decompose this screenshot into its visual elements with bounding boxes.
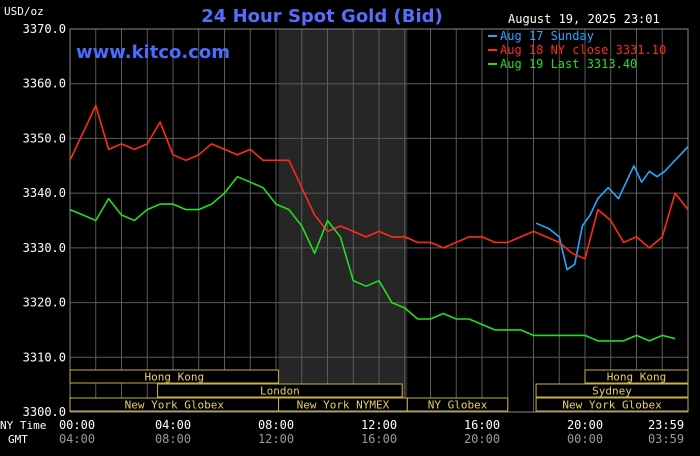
price-series <box>69 104 689 342</box>
y-axis: 3300.0 3310.0 3320.0 3330.0 3340.0 3350.0 3360… <box>23 22 66 419</box>
chart-title: 24 Hour Spot Gold (Bid) <box>201 6 442 27</box>
legend-item-aug19: Aug 19 Last 3313.40 <box>500 57 637 71</box>
session-label: NY Globex <box>428 399 488 412</box>
gmt-time-tick: 03:59 <box>648 432 684 446</box>
session-label: Sydney <box>592 385 632 398</box>
gmt-time-tick: 16:00 <box>361 432 397 446</box>
y-tick-label: 3300.0 <box>23 405 66 419</box>
session-label: Hong Kong <box>607 371 667 384</box>
ny-time-label: NY Time <box>0 419 46 432</box>
session-label: New York Globex <box>125 399 225 412</box>
y-tick-label: 3360.0 <box>23 77 66 91</box>
nymex-shaded-region <box>278 29 408 412</box>
y-tick-label: 3350.0 <box>23 131 66 145</box>
session-label: New York NYMEX <box>297 399 390 412</box>
session-label: Hong Kong <box>144 371 204 384</box>
session-box <box>535 383 689 398</box>
series-line-0 <box>535 146 689 271</box>
series-line-2 <box>69 175 676 342</box>
y-tick-label: 3340.0 <box>23 186 66 200</box>
ny-time-tick: 20:00 <box>567 418 603 432</box>
unit-label: USD/oz <box>4 5 44 18</box>
y-tick-label: 3310.0 <box>23 350 66 364</box>
ny-time-tick: 12:00 <box>361 418 397 432</box>
y-tick-label: 3370.0 <box>23 22 66 36</box>
ny-time-tick: 04:00 <box>155 418 191 432</box>
session-label: London <box>260 385 300 398</box>
gmt-time-tick: 20:00 <box>464 432 500 446</box>
y-tick-label: 3330.0 <box>23 241 66 255</box>
session-box <box>584 369 689 384</box>
brand-label: www.kitco.com <box>76 42 230 63</box>
series-line-1 <box>69 104 689 260</box>
legend-item-aug18: Aug 18 NY close 3331.10 <box>500 43 666 57</box>
ny-time-tick: 23:59 <box>648 418 684 432</box>
session-box <box>535 397 689 412</box>
gmt-time-tick: 04:00 <box>59 432 95 446</box>
plot-border <box>69 28 689 413</box>
ny-time-tick: 00:00 <box>59 418 95 432</box>
legend-item-aug17: Aug 17 Sunday <box>500 29 594 43</box>
gmt-time-tick: 12:00 <box>258 432 294 446</box>
ny-time-tick: 08:00 <box>258 418 294 432</box>
timestamp: August 19, 2025 23:01 <box>508 12 660 26</box>
gmt-time-tick: 00:00 <box>567 432 603 446</box>
ny-time-tick: 16:00 <box>464 418 500 432</box>
legend: Aug 17 Sunday Aug 18 NY close 3331.10 Au… <box>488 29 666 71</box>
gmt-label: GMT <box>8 433 28 446</box>
trading-sessions: Hong Kong London New York Globex New York N… <box>69 369 689 412</box>
gmt-time-tick: 08:00 <box>155 432 191 446</box>
session-box <box>69 369 280 384</box>
session-label: New York Globex <box>562 399 662 412</box>
x-axis: 00:0004:0004:0008:0008:0012:0012:0016:00… <box>59 418 684 446</box>
session-box <box>157 383 403 398</box>
session-box <box>406 397 509 412</box>
y-tick-label: 3320.0 <box>23 296 66 310</box>
